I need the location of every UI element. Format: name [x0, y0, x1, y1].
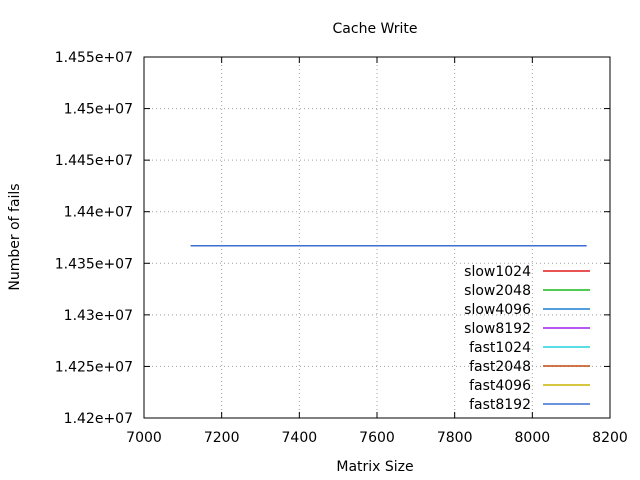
legend-label-fast4096: fast4096	[469, 378, 531, 394]
y-tick-label: 1.445e+07	[55, 153, 133, 169]
y-tick-label: 1.455e+07	[55, 50, 133, 66]
legend: slow1024 slow2048 slow4096 slow8192 fast1024…	[464, 264, 590, 413]
tick-layer: 7000 7200 7400 7600 7800 8000 8200 1.42e+07 1.42…	[55, 50, 628, 446]
x-tick-label: 7600	[359, 430, 395, 446]
y-tick-label: 1.42e+07	[64, 411, 133, 427]
legend-label-fast2048: fast2048	[469, 359, 531, 375]
y-tick-label: 1.425e+07	[55, 359, 133, 375]
x-axis-label: Matrix Size	[336, 459, 413, 475]
x-tick-label: 7000	[126, 430, 162, 446]
x-tick-label: 7400	[282, 430, 318, 446]
legend-label-slow4096: slow4096	[464, 302, 531, 318]
legend-label-slow8192: slow8192	[464, 321, 531, 337]
x-tick-label: 8000	[515, 430, 551, 446]
grid-layer	[144, 57, 610, 418]
y-tick-label: 1.44e+07	[64, 205, 133, 221]
y-tick-label: 1.435e+07	[55, 256, 133, 272]
y-axis-label: Number of fails	[7, 183, 23, 290]
legend-label-fast1024: fast1024	[469, 340, 531, 356]
x-tick-label: 8200	[592, 430, 628, 446]
x-tick-label: 7800	[437, 430, 473, 446]
y-tick-label: 1.43e+07	[64, 308, 133, 324]
y-tick-label: 1.45e+07	[64, 102, 133, 118]
chart-title: Cache Write	[333, 21, 418, 37]
legend-label-slow1024: slow1024	[464, 264, 531, 280]
legend-label-slow2048: slow2048	[464, 283, 531, 299]
legend-label-fast8192: fast8192	[469, 397, 531, 413]
x-tick-label: 7200	[204, 430, 240, 446]
